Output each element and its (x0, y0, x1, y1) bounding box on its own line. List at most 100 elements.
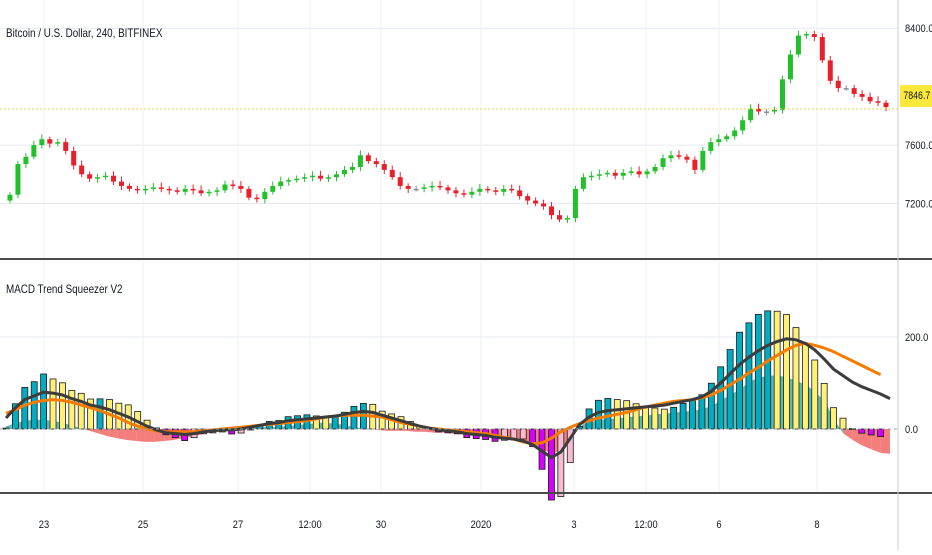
candle-body (206, 191, 212, 194)
candle-body (103, 175, 109, 178)
symbol-title[interactable]: Bitcoin / U.S. Dollar, 240, BITFINEX (6, 26, 163, 40)
histogram-bar (331, 415, 339, 430)
candlestick-series (7, 30, 889, 223)
candle-body (843, 88, 849, 90)
histogram-bar (68, 390, 76, 430)
candle-body (445, 187, 451, 191)
histogram-bar (726, 349, 734, 430)
histogram-bar (59, 382, 66, 430)
squeeze-area-segment (117, 429, 127, 441)
candle-body (405, 185, 411, 189)
candle-body (334, 174, 340, 178)
histogram-bar (679, 403, 687, 430)
candle-body (572, 188, 578, 219)
candle-body (787, 54, 793, 80)
candle-body (620, 172, 626, 176)
histogram-bar (30, 381, 38, 430)
candle-body (413, 188, 419, 191)
candle-body (580, 177, 586, 189)
candle-body (7, 194, 13, 201)
candle-body (461, 193, 467, 195)
candle-body (421, 187, 427, 189)
histogram-bar (754, 313, 762, 430)
candle-body (55, 142, 61, 144)
candle-body (517, 190, 523, 197)
histogram-bar (529, 428, 537, 448)
candle-body (397, 177, 403, 186)
histogram-bar (707, 382, 715, 430)
time-axis-label: 8 (814, 519, 819, 531)
candle-body (318, 175, 324, 179)
histogram-bar (21, 387, 29, 430)
candle-body (174, 190, 180, 192)
histogram-bar (623, 400, 631, 430)
squeeze-area-segment (843, 429, 853, 441)
candle-body (501, 188, 507, 192)
candle-body (612, 172, 618, 176)
candle-body (349, 166, 355, 170)
histogram-bar (350, 405, 358, 430)
histogram-bar (858, 428, 866, 434)
candle-body (246, 188, 252, 198)
candle-body (286, 180, 292, 182)
candle-body (134, 188, 140, 191)
candle-body (676, 155, 682, 157)
time-axis-label: 27 (233, 519, 244, 531)
indicator-axis[interactable]: 200.0 0.0 (905, 332, 929, 436)
candle-body (748, 108, 754, 121)
time-axis-label: 12:00 (634, 519, 658, 531)
candle-body (63, 142, 69, 151)
squeeze-area-segment (387, 429, 397, 431)
candle-body (95, 177, 101, 179)
candle-body (700, 150, 706, 170)
candle-body (150, 187, 156, 189)
candle-body (270, 185, 276, 192)
candle-body (166, 188, 172, 191)
candle-body (326, 177, 332, 179)
candle-body (883, 102, 889, 108)
candle-body (158, 187, 164, 189)
candle-body (381, 164, 387, 170)
candle-body (254, 197, 260, 200)
time-axis[interactable]: 23 25 27 12:00 30 2020 3 12:00 6 8 (39, 519, 820, 531)
candle-body (756, 108, 762, 112)
candle-body (389, 169, 395, 178)
candle-body (644, 171, 650, 175)
histogram-bar (642, 406, 649, 430)
candle-body (740, 120, 746, 131)
histogram-bar (830, 407, 837, 430)
histogram-bar (773, 310, 781, 430)
squeeze-area-segment (99, 429, 109, 437)
candle-body (118, 181, 124, 186)
histogram-bar (548, 428, 555, 501)
price-axis-label: 8400.0 (905, 24, 932, 36)
time-axis-label: 25 (138, 519, 149, 531)
candle-body (310, 175, 316, 178)
price-axis-label: 7600.0 (905, 140, 932, 152)
candle-body (47, 139, 53, 144)
indicator-title[interactable]: MACD Trend Squeezer V2 (6, 282, 123, 296)
candle-body (365, 155, 371, 162)
candle-body (87, 174, 93, 179)
candle-body (819, 36, 825, 61)
candle-body (724, 136, 730, 140)
candle-body (341, 169, 347, 175)
candle-body (803, 34, 809, 36)
candle-body (302, 177, 308, 179)
candle-body (779, 79, 785, 111)
squeeze-area-segment (89, 429, 100, 434)
candle-body (238, 185, 244, 189)
candle-body (708, 142, 714, 151)
candle-body (429, 185, 435, 188)
indicator-axis-label: 0.0 (905, 424, 918, 436)
candle-body (39, 139, 45, 146)
price-axis[interactable]: 8400.0 7600.0 7200.0 (905, 24, 932, 211)
histogram-bar (378, 410, 386, 430)
histogram-bar (717, 366, 725, 430)
time-axis-label: 6 (716, 519, 721, 531)
candle-body (867, 96, 873, 102)
candle-body (541, 203, 547, 207)
candle-body (278, 181, 284, 186)
time-axis-label: 23 (39, 519, 50, 531)
